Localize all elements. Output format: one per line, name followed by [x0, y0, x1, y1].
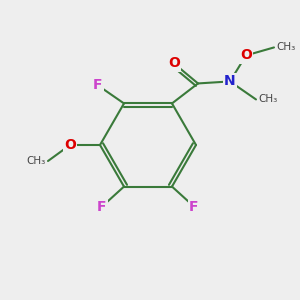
Text: F: F — [93, 78, 103, 92]
Text: O: O — [168, 56, 180, 70]
Text: CH₃: CH₃ — [27, 156, 46, 166]
Text: N: N — [224, 74, 236, 88]
Text: O: O — [240, 48, 252, 62]
Text: F: F — [97, 200, 107, 214]
Text: CH₃: CH₃ — [276, 42, 295, 52]
Text: O: O — [64, 138, 76, 152]
Text: F: F — [189, 200, 199, 214]
Text: CH₃: CH₃ — [258, 94, 277, 104]
